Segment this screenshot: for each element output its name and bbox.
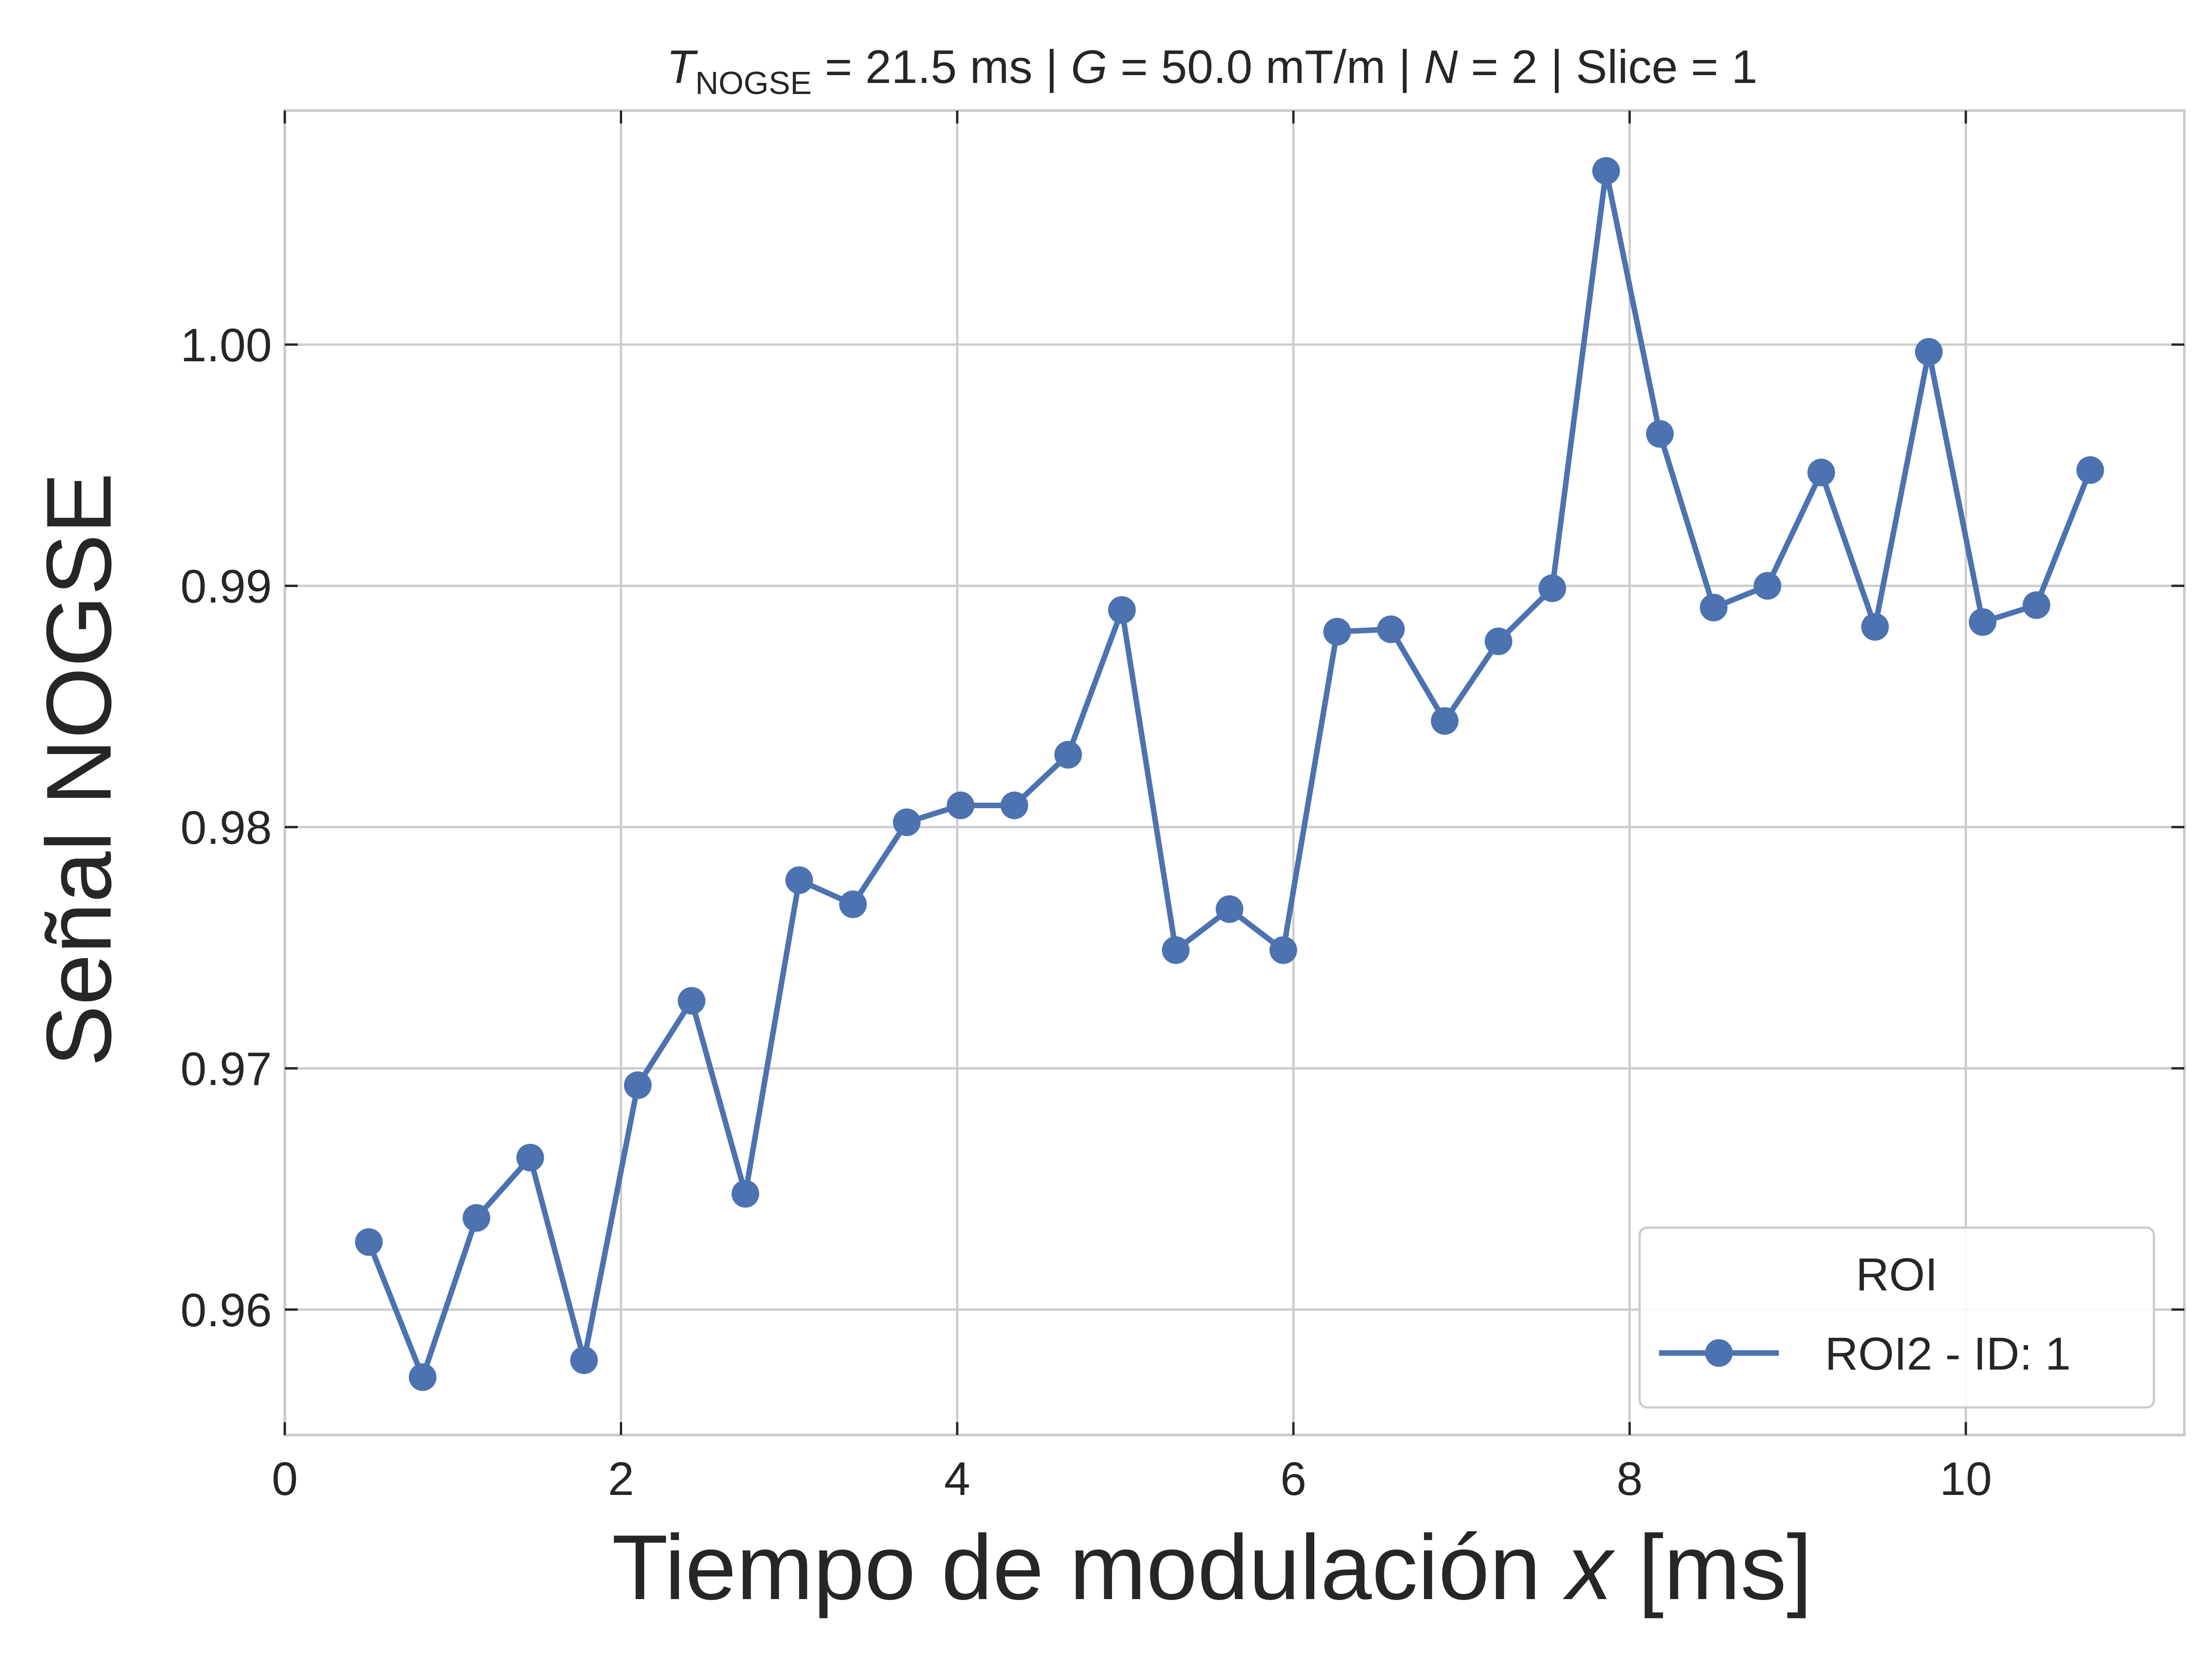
data-point <box>1969 608 1997 636</box>
data-point <box>1484 627 1512 655</box>
series <box>355 157 2104 1391</box>
data-point <box>624 1071 652 1099</box>
x-axis-label-var: x <box>1562 1516 1615 1619</box>
data-point <box>1807 459 1835 487</box>
data-point <box>570 1346 598 1374</box>
data-point <box>1915 338 1943 366</box>
data-point <box>1323 618 1351 646</box>
data-point <box>2022 591 2050 619</box>
x-tick-label: 4 <box>944 1453 971 1505</box>
legend-box <box>1638 1226 2155 1409</box>
ticks: 0 2 4 6 8 10 0.96 0.97 0.98 0.99 1.00 <box>180 111 2184 1505</box>
data-point <box>1592 157 1620 185</box>
data-point <box>1216 895 1244 923</box>
data-point <box>1377 615 1405 643</box>
data-point <box>2076 456 2104 484</box>
data-point <box>893 808 921 836</box>
data-point <box>516 1143 544 1171</box>
title-n-value: = 2 | Slice = 1 <box>1458 41 1758 93</box>
x-tick-label: 0 <box>272 1453 298 1505</box>
data-point <box>1753 572 1782 600</box>
data-point <box>1861 613 1889 641</box>
data-point <box>677 987 706 1015</box>
legend-entry-label: ROI2 - ID: 1 <box>1825 1328 2071 1380</box>
legend-marker <box>1705 1339 1733 1367</box>
data-point <box>1269 936 1297 964</box>
data-point <box>1430 707 1459 735</box>
title-g-value: = 50.0 mT/m | <box>1107 41 1424 93</box>
data-point <box>1162 936 1190 964</box>
x-axis-label-text: Tiempo de modulación <box>612 1516 1566 1619</box>
data-point <box>355 1228 383 1256</box>
title-t-value: = 21.5 ms | <box>812 41 1071 93</box>
data-point <box>1700 594 1728 622</box>
data-point <box>462 1204 490 1232</box>
x-tick-label: 10 <box>1940 1453 1992 1505</box>
data-point <box>1646 420 1674 448</box>
y-tick-label: 0.99 <box>180 560 272 612</box>
title-g-symbol: G <box>1071 41 1107 93</box>
data-point <box>947 791 975 819</box>
x-tick-label: 2 <box>608 1453 634 1505</box>
data-point <box>839 890 867 918</box>
y-tick-label: 0.98 <box>180 801 272 854</box>
x-tick-label: 6 <box>1280 1453 1306 1505</box>
data-point <box>1000 791 1029 819</box>
x-axis-label: Tiempo de modulación x [ms] <box>612 1516 1812 1619</box>
x-axis-label-unit: [ms] <box>1612 1516 1812 1619</box>
series-line <box>366 168 2093 1380</box>
chart-title: TNOGSE = 21.5 ms | G = 50.0 mT/m | N = 2… <box>666 41 1757 101</box>
data-point <box>1108 596 1136 624</box>
grid <box>283 111 2184 1435</box>
data-point <box>1054 741 1082 769</box>
y-axis-label: Señal NOGSE <box>28 472 130 1066</box>
legend-title: ROI <box>1856 1249 1938 1300</box>
data-point <box>785 866 813 894</box>
title-n-symbol: N <box>1424 41 1458 93</box>
title-t-subscript: NOGSE <box>695 65 812 101</box>
data-point <box>731 1180 759 1208</box>
y-tick-label: 0.96 <box>180 1284 272 1336</box>
y-tick-label: 0.97 <box>180 1042 272 1095</box>
legend: ROI ROI2 - ID: 1 <box>1638 1226 2155 1409</box>
y-tick-label: 1.00 <box>180 319 272 371</box>
data-point <box>409 1363 437 1391</box>
plot-frame <box>283 109 2186 1436</box>
title-t-symbol: T <box>666 41 698 93</box>
data-point <box>1538 574 1566 602</box>
x-tick-label: 8 <box>1617 1453 1643 1505</box>
